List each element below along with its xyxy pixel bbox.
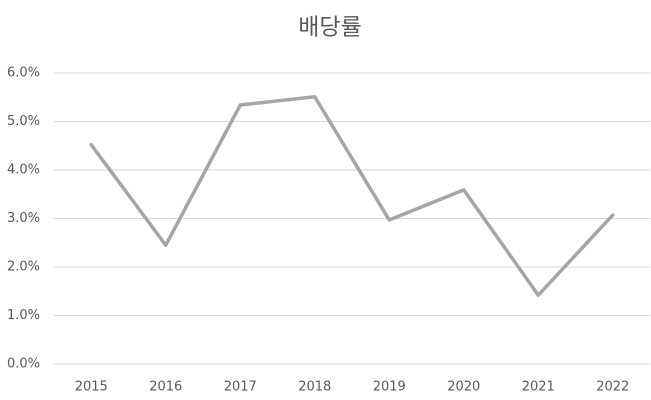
x-tick-label: 2020 [447,380,480,395]
y-tick-label: 3.0% [7,211,40,226]
y-tick-label: 1.0% [7,308,40,323]
y-tick-label: 2.0% [7,260,40,275]
x-tick-label: 2018 [298,380,331,395]
chart-title: 배당률 [298,15,361,41]
x-tick-label: 2017 [224,380,257,395]
x-tick-label: 2021 [522,380,555,395]
x-tick-label: 2022 [596,380,629,395]
x-tick-label: 2015 [75,380,108,395]
y-tick-label: 4.0% [7,163,40,178]
y-tick-label: 5.0% [7,114,40,129]
x-tick-label: 2019 [373,380,406,395]
x-tick-label: 2016 [149,380,182,395]
y-tick-label: 0.0% [7,357,40,372]
data-line [89,95,615,297]
y-tick-label: 6.0% [7,66,40,81]
